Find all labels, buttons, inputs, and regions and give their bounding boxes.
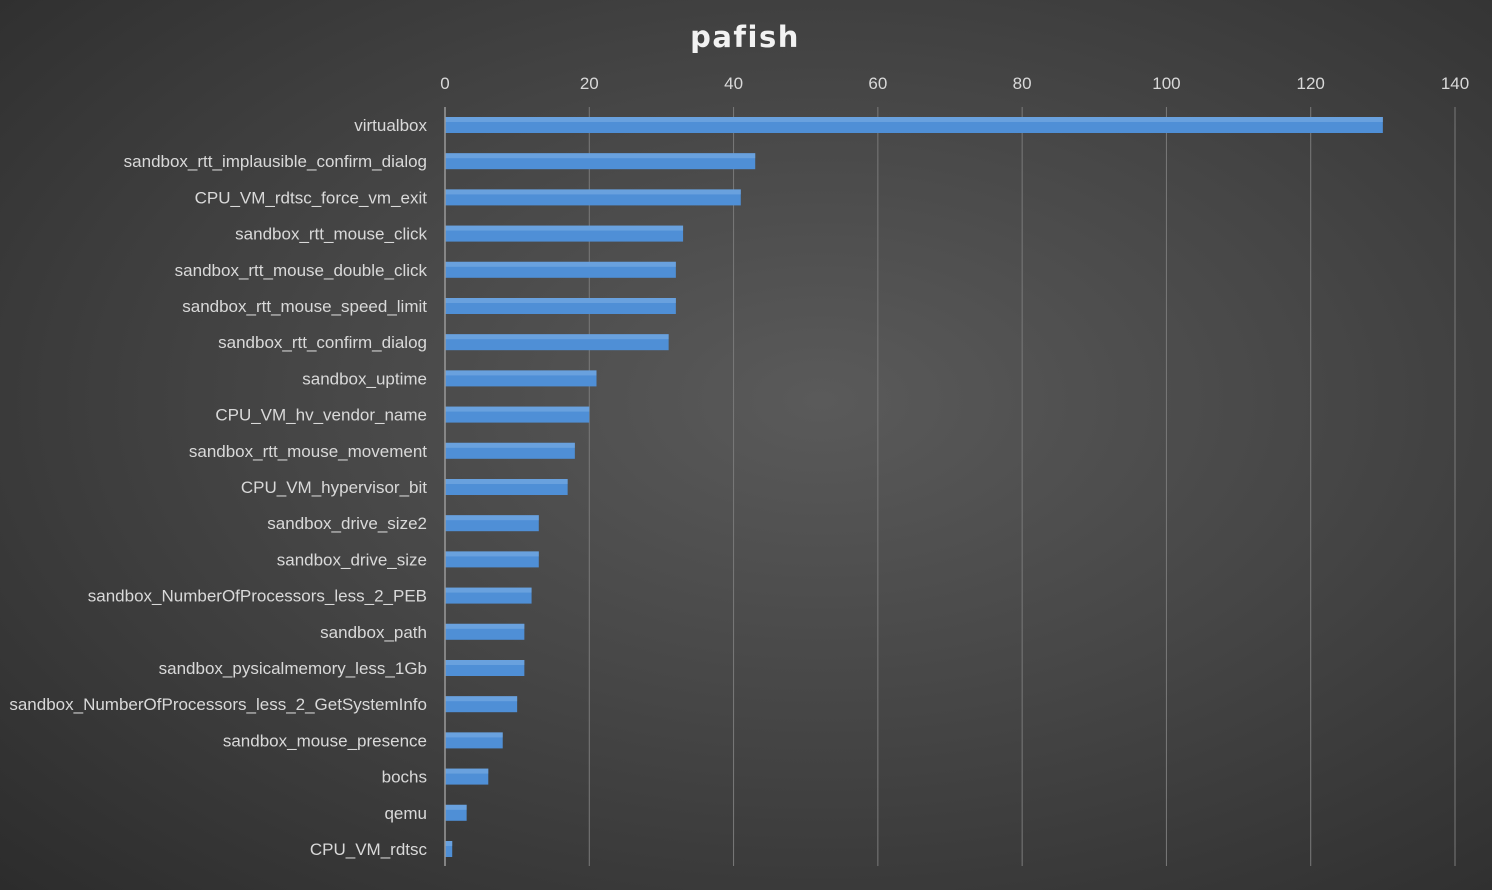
bar-highlight [445,551,539,557]
category-label: sandbox_NumberOfProcessors_less_2_GetSys… [9,695,427,714]
category-label: sandbox_rtt_mouse_double_click [175,261,428,280]
bar-highlight [445,298,676,303]
gridlines [588,107,1456,866]
bar-highlight [445,117,1383,122]
bar-highlight [445,370,597,376]
category-label: sandbox_mouse_presence [223,731,427,750]
bar-highlight [445,406,590,412]
x-tick-label: 100 [1152,74,1180,93]
category-label: CPU_VM_hv_vendor_name [215,406,427,425]
category-label: sandbox_uptime [302,369,427,388]
bar-highlight [445,660,525,665]
category-label: sandbox_drive_size [277,550,427,569]
bars [445,117,1383,857]
x-tick-label: 60 [868,74,887,93]
bar-highlight [445,189,741,195]
x-tick-label: 80 [1013,74,1032,93]
x-tick-label: 40 [724,74,743,93]
category-label: CPU_VM_rdtsc_force_vm_exit [195,188,428,207]
category-label: sandbox_pysicalmemory_less_1Gb [159,659,427,678]
bar-highlight [445,841,453,846]
category-label: sandbox_rtt_mouse_click [235,225,427,244]
category-label: CPU_VM_rdtsc [310,840,428,859]
category-label: qemu [384,804,427,823]
bar-highlight [445,696,518,702]
bar-highlight [445,442,575,448]
category-label: sandbox_drive_size2 [267,514,427,533]
category-label: sandbox_rtt_implausible_confirm_dialog [124,152,427,171]
category-label: sandbox_rtt_mouse_speed_limit [182,297,427,316]
bar-highlight [445,515,539,521]
bar-highlight [445,153,756,159]
bar-highlight [445,479,568,484]
bar-highlight [445,225,684,231]
category-label: virtualbox [354,116,427,135]
x-tick-label: 20 [580,74,599,93]
bar-highlight [445,732,503,738]
bar-highlight [445,623,525,629]
category-label: sandbox_rtt_mouse_movement [189,442,427,461]
bar-highlight [445,261,676,267]
category-label: sandbox_rtt_confirm_dialog [218,333,427,352]
x-tick-label: 0 [440,74,449,93]
bar [445,841,453,857]
bar-highlight [445,804,467,810]
x-axis-ticks: 0 20 40 60 80 100 120 140 [440,74,1469,93]
category-label: CPU_VM_hypervisor_bit [241,478,427,497]
category-label: bochs [382,768,427,787]
x-tick-label: 140 [1441,74,1469,93]
category-label: sandbox_NumberOfProcessors_less_2_PEB [88,587,427,606]
chart-title: pafish [690,20,800,54]
category-labels: virtualbox sandbox_rtt_implausible_confir… [9,116,427,859]
bar-highlight [445,334,669,340]
bar-highlight [445,587,532,593]
category-label: sandbox_path [320,623,427,642]
bar-highlight [445,768,489,774]
x-tick-label: 120 [1297,74,1325,93]
